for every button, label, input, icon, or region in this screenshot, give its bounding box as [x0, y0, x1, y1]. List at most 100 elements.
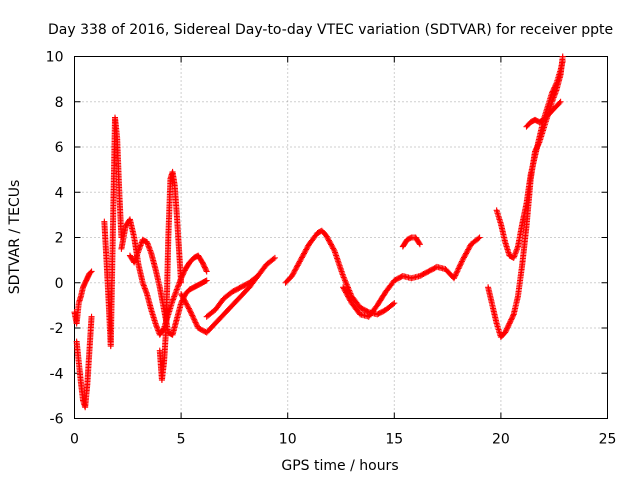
data-point	[270, 255, 277, 262]
data-point	[455, 265, 462, 272]
data-point	[557, 98, 564, 105]
data-point	[183, 300, 190, 307]
data-point	[203, 267, 210, 274]
data-point	[182, 298, 189, 305]
data-point	[476, 234, 483, 241]
data-point	[465, 246, 472, 253]
data-point	[290, 270, 297, 277]
data-point	[199, 259, 206, 266]
data-point	[459, 257, 466, 264]
data-point	[271, 254, 278, 261]
data-point	[510, 312, 517, 319]
data-point	[416, 240, 423, 247]
data-point	[303, 246, 310, 253]
data-point	[502, 328, 509, 335]
data-point	[452, 272, 459, 279]
data-point	[187, 308, 194, 315]
x-axis-label: GPS time / hours	[281, 458, 398, 474]
data-point	[509, 314, 516, 321]
data-point	[186, 306, 193, 313]
x-tick-label: 20	[492, 432, 510, 448]
data-point	[323, 232, 330, 239]
data-point	[345, 293, 352, 300]
data-point	[301, 250, 308, 257]
y-tick-label: 10	[46, 50, 64, 66]
y-tick-label: 4	[55, 185, 64, 201]
data-point	[191, 316, 198, 323]
data-point	[453, 269, 460, 276]
data-point	[475, 235, 482, 242]
data-point	[292, 266, 299, 273]
data-point	[464, 247, 471, 254]
data-point	[254, 272, 261, 279]
data-point	[463, 249, 470, 256]
data-point	[201, 264, 208, 271]
y-tick-label: -6	[50, 412, 64, 428]
tick-labels: 0 5 10 15 20 25 -6 -4 -2 0 2 4 6 8 10	[46, 50, 617, 448]
y-tick-label: 8	[55, 95, 64, 111]
data-point	[343, 290, 350, 297]
data-point	[183, 301, 190, 308]
y-tick-label: 0	[55, 276, 64, 292]
chart-title: Day 338 of 2016, Sidereal Day-to-day VTE…	[48, 22, 613, 38]
data-point	[180, 296, 187, 303]
y-tick-label: 6	[55, 140, 64, 156]
y-tick-label: -2	[50, 321, 64, 337]
x-tick-label: 0	[70, 432, 79, 448]
data-point	[293, 265, 300, 272]
data-point	[178, 291, 185, 298]
x-tick-label: 15	[385, 432, 403, 448]
data-point	[180, 295, 187, 302]
data-point	[191, 318, 198, 325]
data-point	[189, 313, 196, 320]
axis-ticks	[74, 56, 608, 419]
data-point	[296, 259, 303, 266]
data-point	[457, 261, 464, 268]
data-point	[458, 259, 465, 266]
data-point	[325, 236, 332, 243]
data-point	[178, 279, 185, 286]
y-tick-label: -4	[50, 366, 64, 382]
data-point	[328, 242, 335, 249]
data-point	[298, 254, 305, 261]
data-point	[503, 325, 510, 332]
data-point	[203, 277, 210, 284]
x-tick-label: 25	[599, 432, 617, 448]
data-point	[200, 260, 207, 267]
data-point	[504, 324, 511, 331]
data-point	[507, 319, 514, 326]
data-point	[502, 329, 509, 336]
data-point	[323, 233, 330, 240]
data-point	[454, 266, 461, 273]
data-point	[341, 286, 348, 293]
data-point	[192, 319, 199, 326]
data-point	[187, 309, 194, 316]
data-point	[344, 292, 351, 299]
data-point	[288, 272, 295, 279]
data-point	[550, 87, 557, 94]
data-point	[296, 258, 303, 265]
data-point	[201, 263, 208, 270]
data-point	[189, 312, 196, 319]
data-point	[184, 302, 191, 309]
data-point	[185, 304, 192, 311]
data-point	[295, 261, 302, 268]
data-point	[87, 269, 94, 276]
y-tick-label: 2	[55, 231, 64, 247]
data-point	[328, 241, 335, 248]
data-point	[347, 297, 354, 304]
data-point	[330, 245, 337, 252]
data-point	[508, 316, 515, 323]
data-point	[342, 288, 349, 295]
data-point	[193, 320, 200, 327]
data-point	[549, 89, 556, 96]
data-point	[294, 262, 301, 269]
data-point	[293, 263, 300, 270]
data-point	[185, 305, 192, 312]
data-points	[71, 53, 566, 411]
data-point	[327, 240, 334, 247]
data-point	[203, 268, 210, 275]
data-point	[329, 244, 336, 251]
data-point	[456, 264, 463, 271]
data-point	[88, 268, 95, 275]
